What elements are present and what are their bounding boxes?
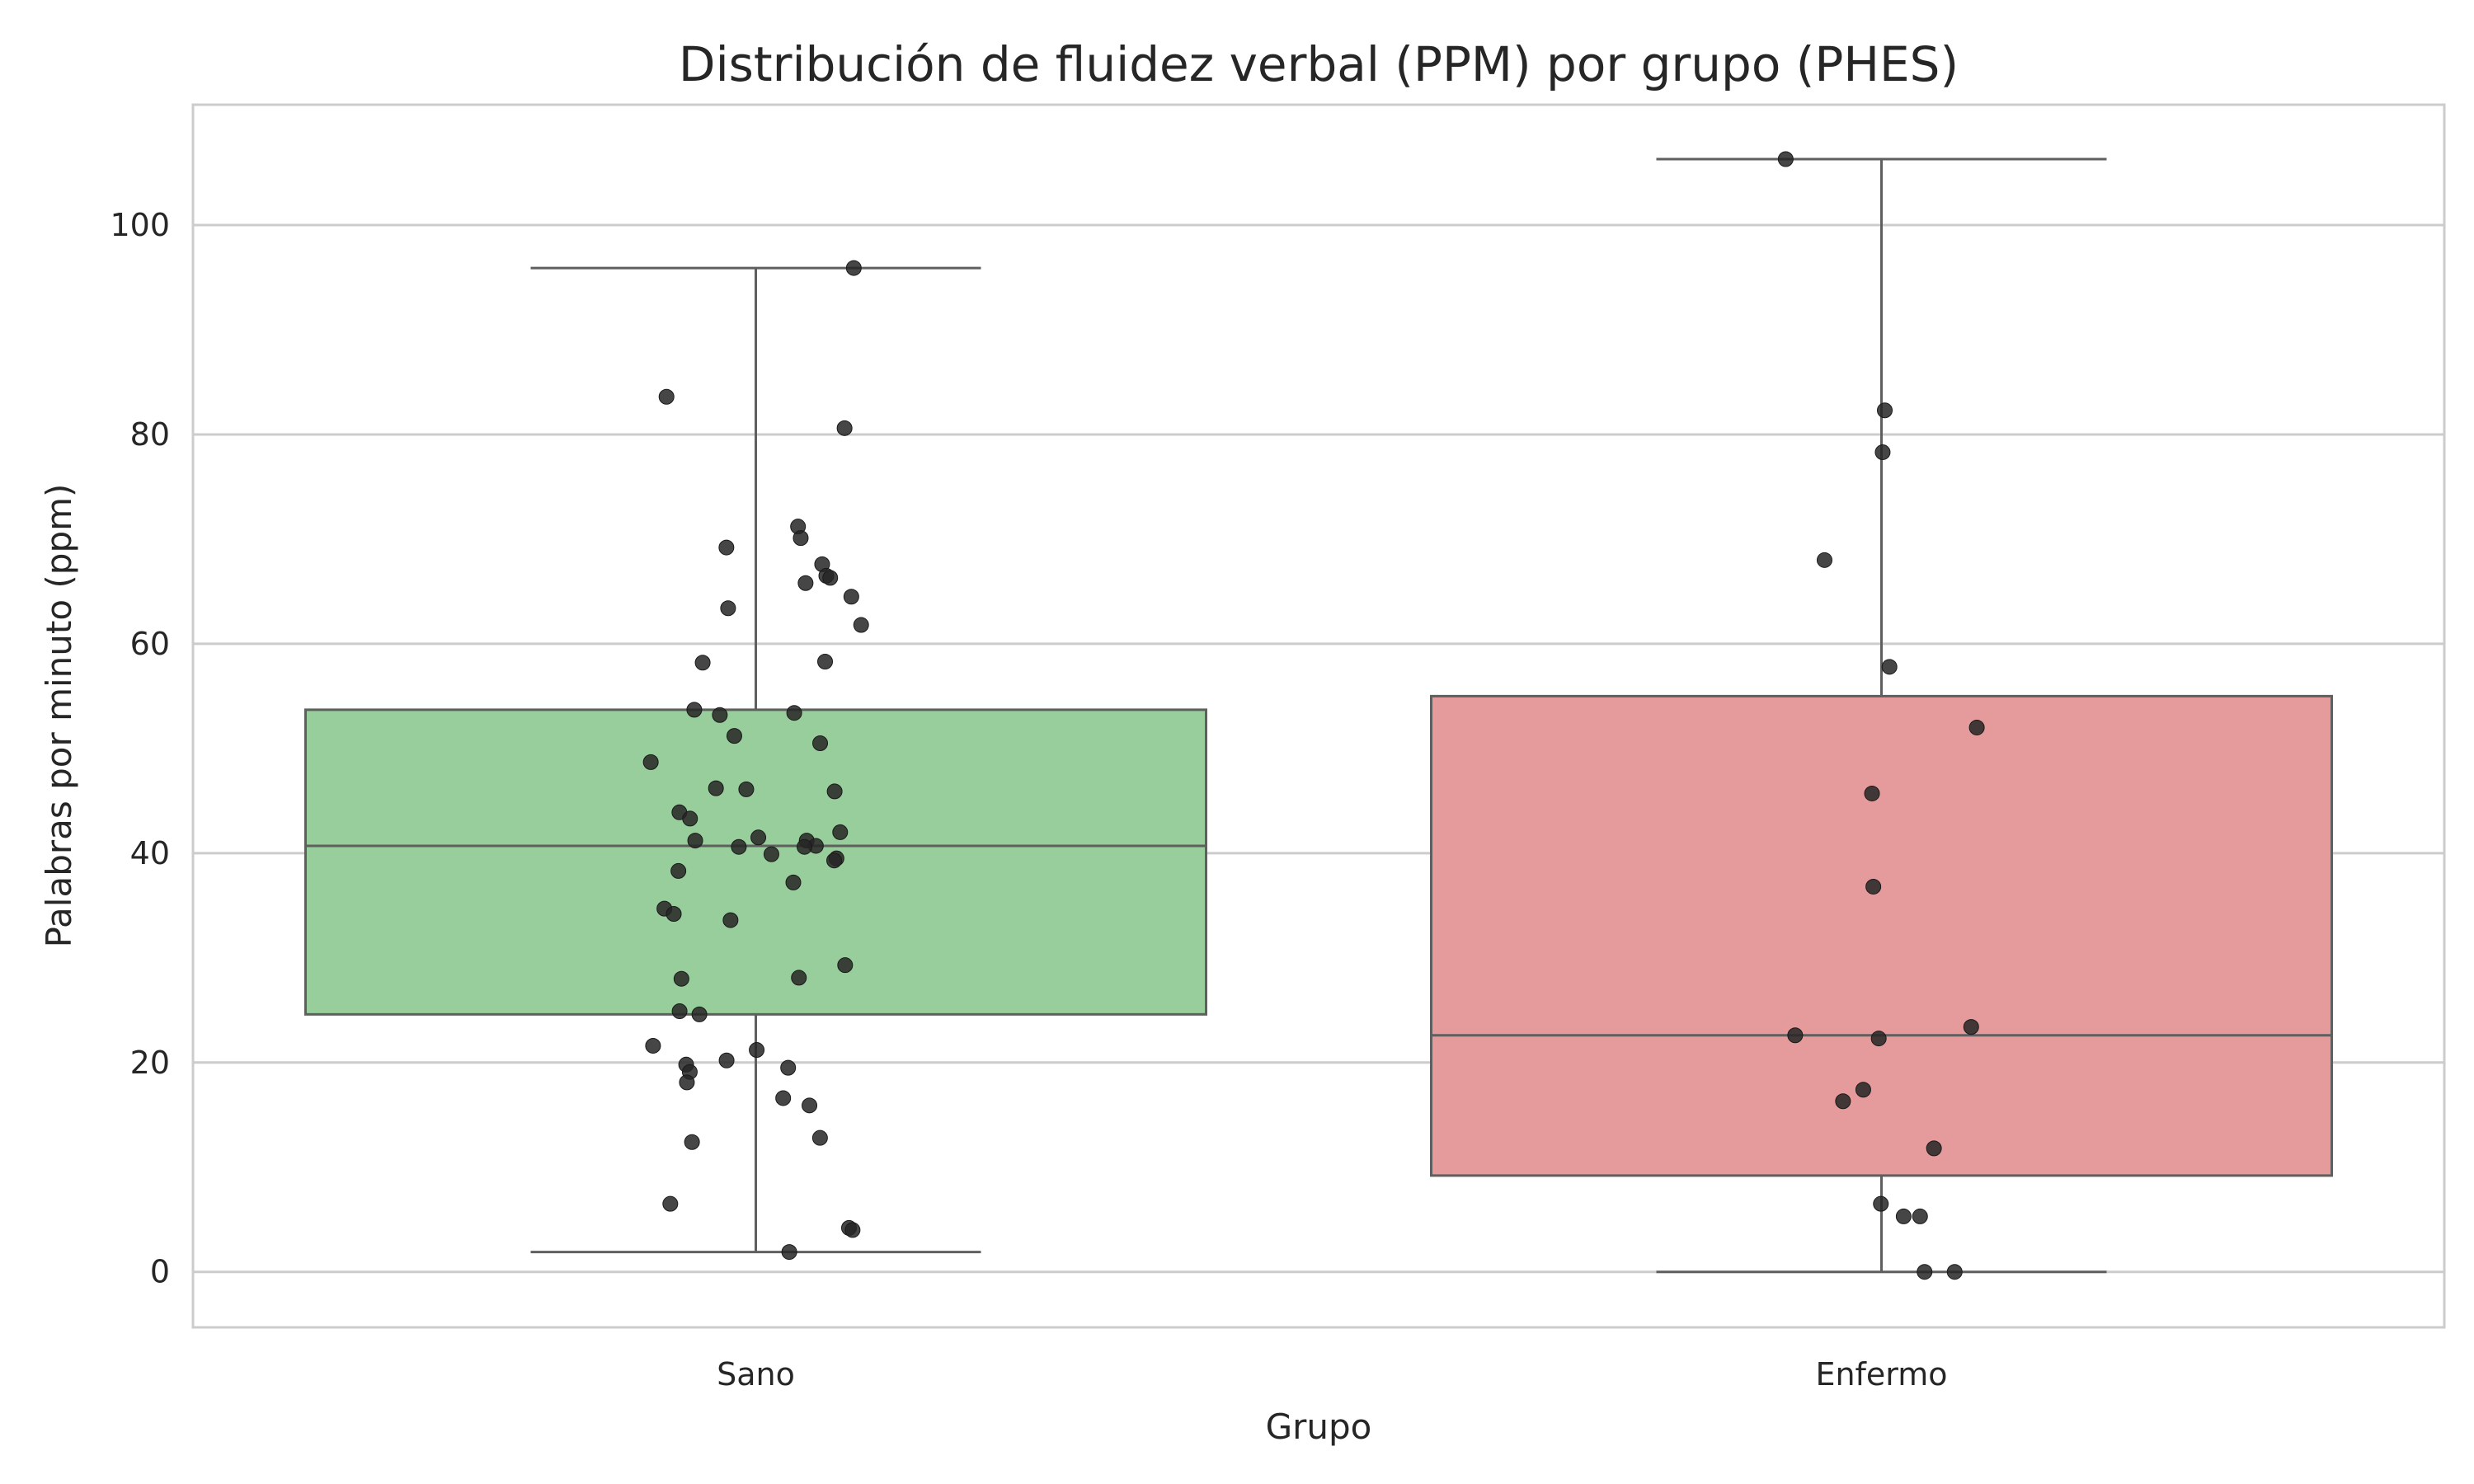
data-point (1881, 659, 1898, 675)
data-point (797, 838, 813, 855)
iqr-box (304, 708, 1207, 1016)
data-point (1912, 1208, 1928, 1224)
axis-ticks: 0 20 40 60 80 100 Sano Enfermo (110, 207, 1947, 1392)
data-point (673, 970, 689, 987)
data-point (791, 970, 807, 986)
data-point (775, 1090, 792, 1106)
data-point (1917, 1264, 1933, 1280)
box-enfermo (1430, 157, 2333, 1274)
data-point (679, 1074, 695, 1091)
data-point (718, 1052, 735, 1068)
data-point (738, 781, 755, 797)
data-point (731, 838, 747, 855)
data-point (836, 420, 853, 436)
data-point (781, 1244, 797, 1261)
data-point (837, 957, 854, 974)
data-point (666, 905, 682, 922)
data-point (1895, 1208, 1912, 1224)
data-point (670, 862, 687, 879)
data-point (694, 655, 711, 671)
data-point (1926, 1140, 1942, 1157)
data-point (1870, 1031, 1887, 1047)
data-point (817, 653, 834, 669)
data-points (642, 151, 1985, 1280)
data-point (785, 874, 802, 890)
x-tick-label: Sano (717, 1356, 795, 1392)
y-axis-label: Palabras por minuto (ppm) (39, 484, 79, 948)
box-sano (304, 266, 1207, 1254)
data-point (687, 833, 703, 849)
data-point (1777, 151, 1794, 167)
data-point (726, 728, 742, 744)
box-layer (304, 157, 2333, 1274)
data-point (780, 1059, 797, 1076)
data-point (826, 852, 843, 869)
data-point (712, 707, 728, 723)
y-tick-label: 20 (130, 1045, 170, 1081)
data-point (786, 705, 802, 721)
data-point (763, 846, 779, 862)
data-point (811, 1129, 828, 1146)
data-point (843, 589, 859, 605)
data-point (1877, 402, 1893, 419)
data-point (822, 570, 839, 586)
data-point (1864, 785, 1880, 801)
data-point (691, 1006, 708, 1022)
data-point (1816, 552, 1832, 568)
iqr-box (1430, 694, 2333, 1177)
data-point (1963, 1019, 1979, 1036)
data-point (1865, 878, 1882, 895)
data-point (1873, 1195, 1889, 1212)
data-point (1968, 719, 1985, 735)
data-point (750, 829, 767, 846)
data-point (793, 530, 809, 547)
data-point (722, 912, 739, 928)
data-point (853, 617, 869, 633)
data-point (686, 702, 703, 718)
data-point (720, 600, 736, 617)
y-tick-label: 100 (110, 207, 170, 243)
data-point (802, 1097, 818, 1114)
x-axis-label: Grupo (1266, 1407, 1372, 1447)
data-point (662, 1195, 679, 1212)
data-point (658, 388, 675, 405)
data-point (1874, 444, 1891, 461)
chart-title: Distribución de fluidez verbal (PPM) por… (679, 36, 1959, 92)
data-point (671, 1003, 688, 1020)
data-point (812, 735, 829, 752)
data-point (682, 810, 698, 827)
data-point (1787, 1027, 1804, 1044)
data-point (642, 754, 659, 770)
data-point (844, 1222, 861, 1238)
data-point (1835, 1093, 1851, 1110)
data-point (684, 1134, 700, 1150)
data-point (749, 1042, 765, 1059)
data-point (845, 260, 862, 276)
data-point (832, 824, 849, 840)
data-point (645, 1037, 661, 1054)
data-point (708, 780, 724, 796)
y-tick-label: 40 (130, 835, 170, 871)
y-tick-label: 60 (130, 626, 170, 662)
plot-area-frame (191, 103, 2446, 1329)
data-point (1946, 1264, 1963, 1280)
data-point (826, 783, 843, 800)
y-tick-label: 0 (150, 1254, 170, 1290)
y-tick-label: 80 (130, 416, 170, 453)
data-point (1855, 1082, 1871, 1098)
x-tick-label: Enfermo (1815, 1356, 1947, 1392)
data-point (797, 575, 814, 591)
data-point (718, 539, 735, 556)
